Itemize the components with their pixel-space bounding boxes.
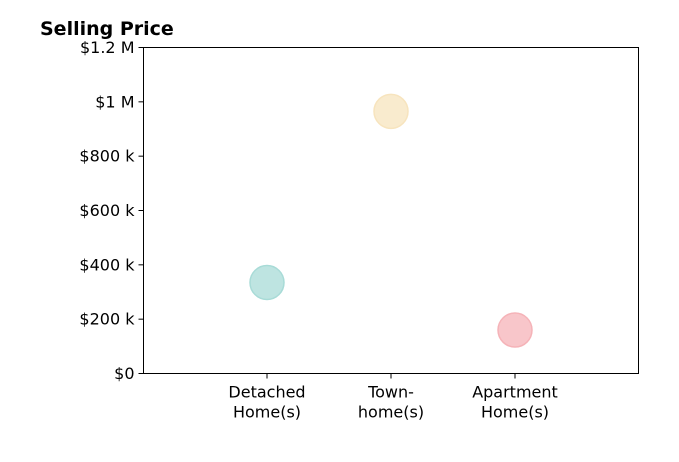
data-point [373, 93, 409, 130]
x-tick-label: Apartment [472, 383, 558, 402]
x-tick-label: Town- [367, 383, 414, 402]
x-tick-label: Home(s) [481, 403, 549, 422]
y-tick-label: $800 k [79, 147, 135, 166]
plot-frame [143, 47, 639, 374]
y-axis: $0 $200 k $400 k $600 k $800 k $1 M $1.2 M [79, 38, 144, 383]
x-tick-label: Detached [228, 383, 305, 402]
chart-title: Selling Price [40, 18, 174, 40]
y-tick-label: $0 [114, 364, 134, 383]
y-tick-label: $1 M [95, 92, 134, 111]
y-tick-label: $200 k [79, 310, 135, 329]
x-axis: DetachedHome(s)Town-home(s)ApartmentHome… [228, 373, 558, 422]
x-tick-label: Home(s) [233, 403, 301, 422]
data-point [249, 264, 285, 301]
y-tick-label: $1.2 M [80, 38, 135, 57]
data-point [497, 312, 533, 348]
y-tick-label: $600 k [79, 201, 135, 220]
data-points [249, 93, 533, 348]
y-tick-label: $400 k [79, 255, 135, 274]
x-tick-label: home(s) [358, 403, 424, 422]
